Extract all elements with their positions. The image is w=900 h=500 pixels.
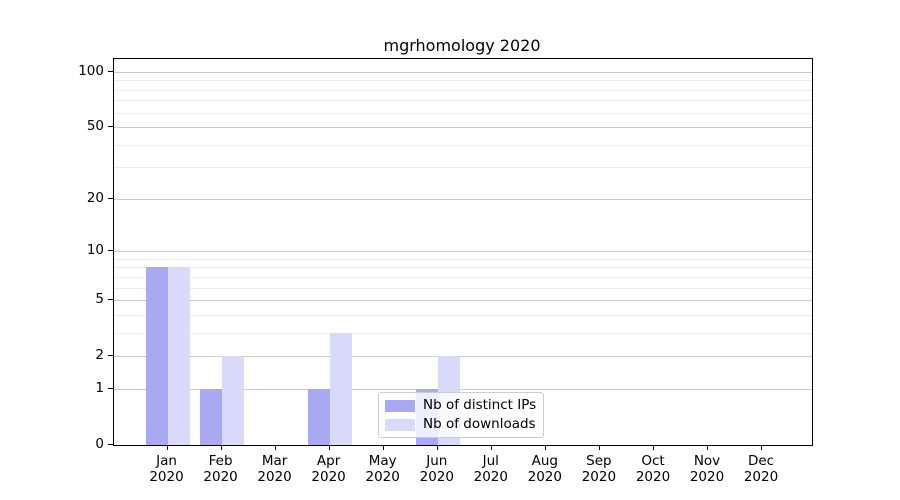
x-tick-month: Jan bbox=[156, 453, 177, 469]
x-tick-month: May bbox=[368, 453, 397, 469]
x-tick-year: 2020 bbox=[689, 469, 725, 485]
x-tick-mark bbox=[382, 445, 385, 450]
y-tick-mark bbox=[108, 387, 113, 390]
x-tick-year: 2020 bbox=[581, 469, 617, 485]
x-tick-month: Feb bbox=[208, 453, 233, 469]
y-tick-label: 100 bbox=[78, 62, 104, 79]
x-tick-label: Dec 2020 bbox=[733, 453, 789, 485]
gridline-minor bbox=[114, 267, 812, 269]
x-tick-year: 2020 bbox=[743, 469, 779, 485]
x-tick-label: Jun 2020 bbox=[409, 453, 465, 485]
x-tick-mark bbox=[328, 445, 330, 450]
gridline-major bbox=[114, 198, 812, 200]
y-tick-mark bbox=[108, 70, 113, 73]
x-tick-year: 2020 bbox=[473, 469, 508, 485]
x-tick-mark bbox=[598, 445, 601, 450]
x-tick-mark bbox=[653, 445, 655, 450]
x-tick-month: Jul bbox=[482, 453, 499, 469]
gridline-major bbox=[114, 127, 812, 128]
x-tick-month: Dec bbox=[747, 453, 775, 469]
gridline-major bbox=[114, 300, 812, 302]
x-tick-year: 2020 bbox=[203, 469, 238, 485]
legend-swatch-distinct-ips bbox=[385, 399, 415, 412]
gridline-major bbox=[114, 388, 812, 390]
x-tick-month: Oct bbox=[641, 453, 665, 469]
x-tick-year: 2020 bbox=[257, 469, 292, 485]
bar-downloads-jan bbox=[167, 267, 190, 445]
gridline-minor bbox=[114, 167, 812, 169]
x-tick-mark bbox=[436, 445, 439, 450]
gridline-minor bbox=[114, 276, 812, 278]
x-tick-year: 2020 bbox=[419, 469, 454, 485]
gridline-minor bbox=[114, 332, 812, 334]
gridline-major bbox=[114, 251, 812, 252]
y-tick-mark bbox=[108, 355, 113, 357]
y-tick-mark bbox=[108, 444, 113, 446]
x-tick-label: May 2020 bbox=[355, 453, 411, 485]
y-tick-label: 10 bbox=[86, 242, 104, 258]
gridline-minor bbox=[114, 287, 812, 289]
x-tick-month: Apr bbox=[316, 453, 341, 469]
x-tick-label: Aug 2020 bbox=[517, 453, 573, 485]
y-tick-label: 1 bbox=[95, 379, 104, 396]
legend-item: Nb of distinct IPs bbox=[385, 397, 537, 413]
bar-distinct-ips-jan bbox=[145, 267, 168, 445]
y-tick-label: 2 bbox=[95, 347, 104, 364]
gridline-minor bbox=[114, 144, 812, 146]
legend-item: Nb of downloads bbox=[385, 416, 536, 432]
y-tick-label: 20 bbox=[86, 189, 104, 206]
gridline-minor bbox=[114, 112, 812, 114]
x-tick-year: 2020 bbox=[527, 469, 562, 485]
gridline-minor bbox=[114, 89, 812, 91]
bar-distinct-ips-apr bbox=[307, 388, 330, 445]
bar-downloads-feb bbox=[221, 356, 244, 445]
x-tick-label: Feb 2020 bbox=[193, 453, 249, 485]
gridline-major bbox=[114, 71, 812, 73]
legend-label: Nb of downloads bbox=[423, 416, 536, 432]
bar-downloads-apr bbox=[329, 332, 352, 445]
x-tick-label: Nov 2020 bbox=[679, 453, 735, 485]
y-tick-mark bbox=[108, 299, 113, 301]
x-tick-month: Aug bbox=[531, 453, 558, 469]
x-tick-mark bbox=[544, 445, 547, 450]
plot-area bbox=[113, 58, 813, 446]
y-tick-mark bbox=[108, 126, 113, 128]
x-tick-mark bbox=[707, 445, 709, 450]
gridline-minor bbox=[114, 258, 812, 260]
x-tick-mark bbox=[166, 445, 168, 450]
legend: Nb of distinct IPs Nb of downloads bbox=[378, 392, 544, 438]
x-tick-year: 2020 bbox=[149, 469, 184, 485]
y-tick-label: 0 bbox=[95, 436, 104, 452]
x-tick-month: Sep bbox=[586, 453, 612, 469]
bar-distinct-ips-feb bbox=[199, 388, 222, 445]
x-tick-mark bbox=[761, 445, 763, 450]
x-tick-mark bbox=[274, 445, 276, 450]
x-tick-mark bbox=[220, 445, 222, 450]
gridline-minor bbox=[114, 80, 812, 82]
y-tick-mark bbox=[108, 197, 113, 200]
legend-label: Nb of distinct IPs bbox=[423, 397, 537, 413]
x-tick-label: Mar 2020 bbox=[247, 453, 303, 485]
x-tick-year: 2020 bbox=[635, 469, 671, 485]
x-tick-month: Jun bbox=[426, 453, 448, 469]
x-tick-label: Apr 2020 bbox=[301, 453, 357, 485]
x-tick-label: Jan 2020 bbox=[139, 453, 195, 485]
gridline-minor bbox=[114, 314, 812, 316]
x-tick-month: Nov bbox=[693, 453, 721, 469]
gridline-minor bbox=[114, 100, 812, 102]
legend-swatch-downloads bbox=[385, 418, 415, 431]
y-tick-mark bbox=[108, 250, 113, 252]
y-tick-label: 50 bbox=[86, 118, 104, 134]
x-tick-label: Sep 2020 bbox=[571, 453, 627, 485]
x-tick-label: Oct 2020 bbox=[625, 453, 681, 485]
x-tick-mark bbox=[490, 445, 493, 450]
x-tick-label: Jul 2020 bbox=[463, 453, 519, 485]
x-tick-month: Mar bbox=[261, 453, 288, 469]
gridline-major bbox=[114, 356, 812, 358]
chart-title: mgrhomology 2020 bbox=[383, 36, 541, 55]
x-tick-year: 2020 bbox=[365, 469, 400, 485]
y-tick-label: 5 bbox=[95, 291, 104, 308]
x-tick-year: 2020 bbox=[311, 469, 346, 485]
